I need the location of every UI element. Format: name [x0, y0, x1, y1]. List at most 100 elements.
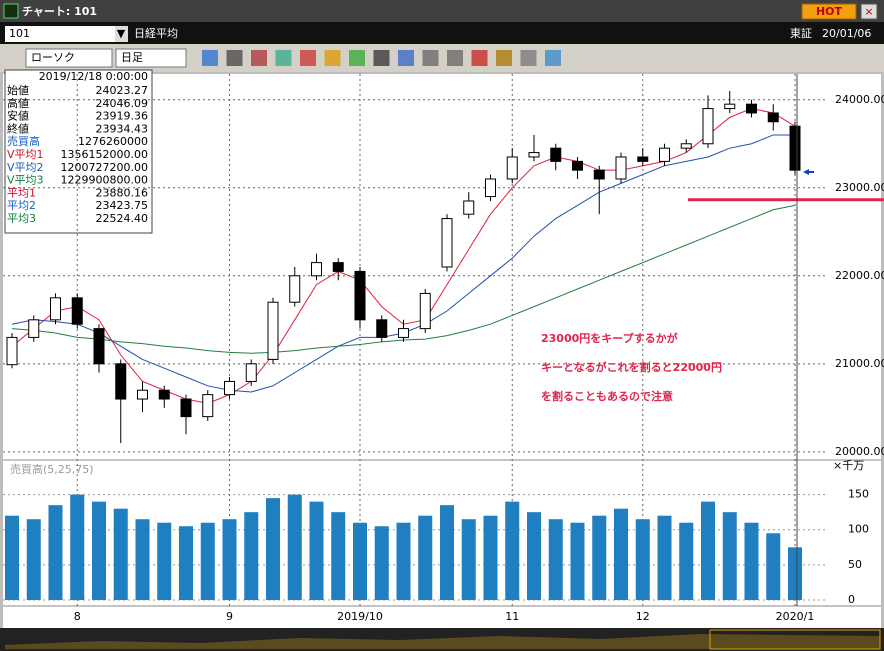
candle-body: [441, 218, 453, 268]
volume-tick-label: 100: [848, 523, 869, 536]
scroll-thumb[interactable]: [709, 629, 881, 650]
volume-bar: [157, 522, 172, 600]
window-title: チャート: 101: [22, 5, 97, 18]
overview-chart: [5, 634, 880, 649]
info-box: [4, 69, 153, 234]
volume-bar: [70, 494, 85, 600]
code-dropdown[interactable]: [115, 26, 128, 42]
period-select[interactable]: [115, 48, 187, 68]
tool-icon[interactable]: [324, 50, 341, 66]
volume-bar: [505, 501, 520, 600]
info-value: 23423.75: [96, 199, 149, 212]
volume-bar: [179, 526, 193, 600]
tool-icon[interactable]: [520, 50, 537, 66]
candle-body: [93, 328, 105, 365]
volume-bar: [5, 515, 19, 600]
volume-bar: [396, 522, 411, 600]
volume-bar: [483, 515, 498, 600]
tool-icon[interactable]: [251, 50, 267, 66]
candle-body: [332, 262, 344, 272]
style: ローソク: [31, 51, 75, 64]
candle-body: [485, 178, 496, 198]
info-value: 24046.09: [96, 97, 149, 110]
volume-bar: [679, 522, 694, 600]
code-input[interactable]: [5, 26, 115, 42]
close-button[interactable]: [860, 3, 878, 20]
info-value: 1200727200.00: [61, 161, 148, 174]
volume-bar: [48, 505, 63, 600]
info-label: V平均1: [7, 148, 44, 161]
tool-icon[interactable]: [422, 50, 439, 66]
candle-body: [289, 275, 301, 303]
candle-body: [245, 363, 257, 382]
tool-icon[interactable]: [471, 50, 488, 66]
tool-icon[interactable]: [447, 50, 463, 66]
candle-body: [593, 169, 605, 180]
candle-body: [724, 103, 736, 110]
price-arrow: [803, 169, 814, 175]
volume-bar: [440, 505, 454, 600]
y-tick-label: 24000.00: [835, 93, 884, 106]
volume-bar: [744, 522, 759, 600]
volume-tick-label: 0: [848, 593, 855, 606]
tool-icon[interactable]: [202, 50, 218, 66]
volume-bar: [200, 522, 215, 600]
hot-button[interactable]: [801, 3, 857, 20]
volume-bar: [353, 522, 367, 600]
volume-bar: [135, 519, 150, 600]
tool-icon[interactable]: [349, 50, 365, 66]
style-select[interactable]: [25, 48, 113, 68]
candle-body: [50, 297, 61, 321]
tool-icon[interactable]: [300, 50, 316, 66]
period: 日足: [121, 51, 143, 64]
candle-body: [572, 160, 583, 171]
candle-body: [528, 152, 540, 158]
info-label: 終値: [7, 121, 29, 135]
candle-body: [398, 328, 409, 338]
candle-body: [158, 389, 170, 400]
volume-bar: [418, 515, 433, 600]
volume-bar: [113, 508, 128, 600]
candle-body: [659, 147, 670, 162]
info-label: 売買高: [7, 134, 40, 148]
instrument-name: 日経平均: [134, 27, 178, 40]
candle-body: [376, 319, 388, 338]
volume-bar: [657, 515, 672, 600]
tool-icon[interactable]: [226, 50, 243, 66]
volume-bar: [788, 547, 802, 600]
y-tick-label: 23000.00: [835, 181, 884, 194]
volume-bar: [222, 519, 237, 600]
tool-icon[interactable]: [545, 50, 561, 66]
info-label: 安値: [7, 109, 29, 123]
tool-icon[interactable]: [496, 50, 512, 66]
candle-body: [224, 380, 235, 396]
y-tick-label: 22000.00: [835, 269, 884, 282]
volume-bar: [266, 498, 280, 600]
code: 101: [9, 27, 30, 40]
tool-icon[interactable]: [275, 50, 292, 66]
candle-body: [6, 336, 18, 366]
info-value: 22524.40: [96, 212, 149, 225]
volume-tick-label: 150: [848, 488, 869, 501]
volume-bar: [374, 526, 389, 600]
dropdown-arrow: ▼: [117, 27, 126, 40]
tool-icon[interactable]: [373, 50, 390, 66]
volume-bar: [701, 501, 715, 600]
annotation: を割ることもあるので注意: [541, 389, 673, 403]
candle-body: [680, 143, 692, 149]
tool-icon[interactable]: [398, 50, 414, 66]
volume-bar: [722, 512, 737, 600]
info-label: V平均3: [7, 174, 44, 187]
candle-body: [71, 297, 83, 325]
app-icon: [3, 3, 19, 19]
volume-bar: [309, 501, 324, 600]
info-value: 1229900800.00: [61, 174, 148, 187]
date: 20/01/06: [822, 27, 871, 40]
candle-body: [202, 394, 214, 418]
volume-bar: [592, 515, 607, 600]
info-label: 平均1: [7, 186, 36, 199]
candle-body: [267, 301, 279, 360]
info-value: 1356152000.00: [61, 148, 148, 161]
header-row: [0, 22, 884, 44]
